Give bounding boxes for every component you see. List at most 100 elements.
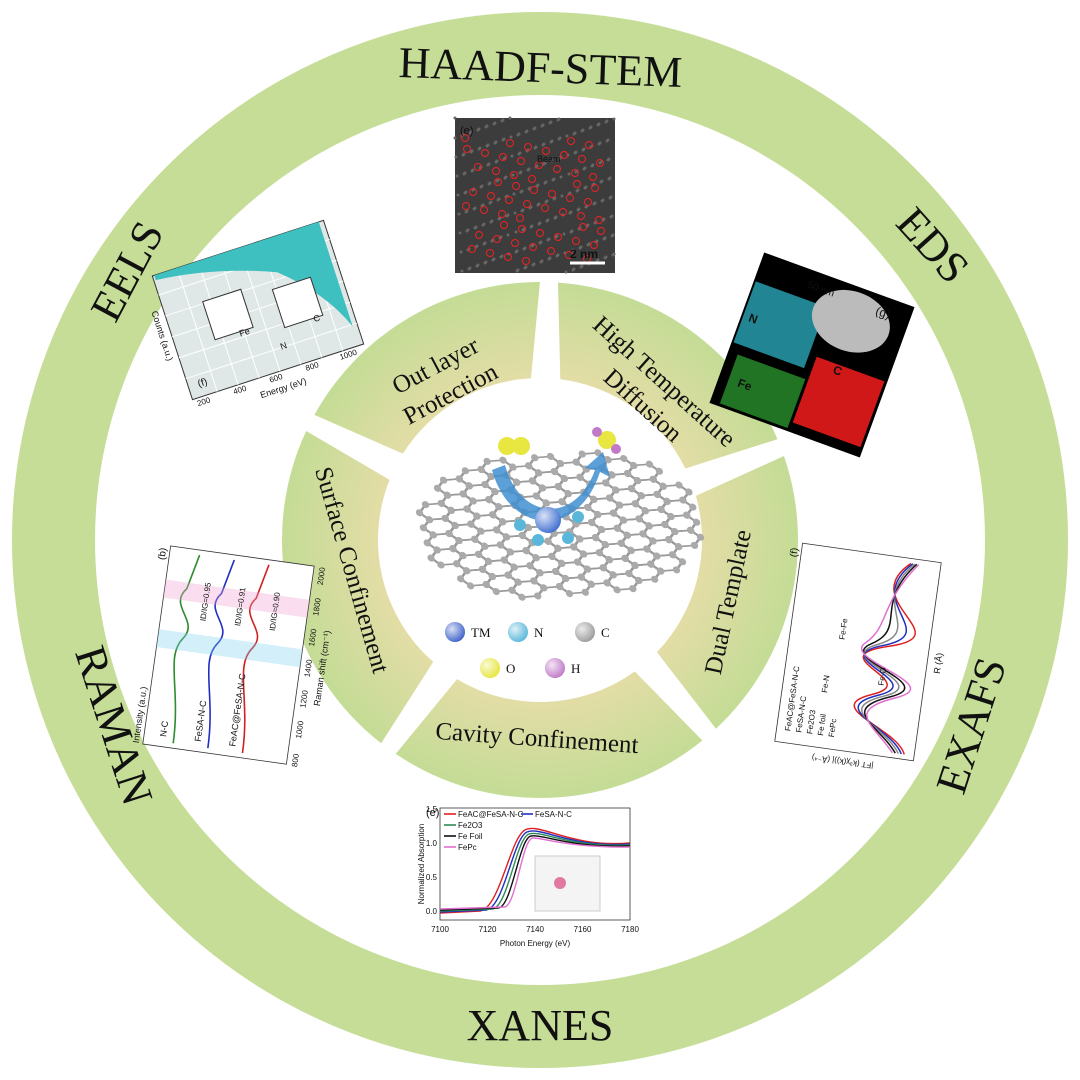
carbon — [678, 558, 687, 566]
xanes-curve — [439, 827, 631, 914]
atom-marker — [536, 229, 544, 237]
carbon — [572, 458, 580, 466]
noise — [465, 229, 469, 233]
legend-shine — [508, 622, 528, 642]
carbon — [518, 593, 526, 601]
segment — [314, 282, 540, 454]
noise — [464, 210, 468, 214]
noise — [457, 212, 461, 216]
carbon — [453, 560, 461, 568]
noise — [580, 129, 584, 133]
atom-marker — [559, 208, 567, 216]
noise — [600, 199, 604, 203]
noise — [607, 177, 611, 181]
carbon — [594, 510, 602, 518]
noise — [475, 264, 479, 268]
x-tick: 1400 — [303, 658, 314, 677]
noise — [531, 263, 535, 267]
carbon — [538, 484, 547, 492]
noise — [596, 123, 600, 127]
carbon — [683, 511, 691, 519]
x-tick: 7140 — [526, 925, 544, 934]
atom-marker — [571, 169, 579, 177]
carbon — [474, 550, 483, 558]
x-tick: 1000 — [294, 720, 305, 739]
carbon — [498, 518, 507, 526]
carbon — [558, 559, 566, 567]
noise — [497, 217, 501, 221]
carbon — [492, 587, 500, 596]
carbon — [425, 516, 434, 524]
noise — [553, 216, 557, 220]
noise — [571, 268, 575, 272]
carbon — [617, 539, 625, 547]
carbon — [536, 569, 544, 577]
noise — [548, 121, 552, 125]
atom-marker — [480, 206, 488, 214]
carbon — [609, 509, 618, 517]
carbon — [576, 535, 584, 543]
atom-marker — [566, 194, 574, 202]
haadf-image — [455, 118, 615, 273]
carbon — [439, 476, 448, 484]
noise — [488, 201, 492, 205]
scale-label: 2 nm — [570, 247, 598, 261]
carbon — [524, 523, 532, 532]
noise — [543, 181, 547, 185]
carbon — [488, 572, 497, 580]
carbon — [573, 558, 582, 566]
y-tick: 0.5 — [426, 873, 438, 882]
carbon — [419, 524, 428, 532]
atom-marker — [517, 157, 525, 165]
xanes-curve — [439, 830, 631, 913]
legend-label: FeAC@FeSA-N-C — [458, 810, 524, 819]
carbon — [560, 474, 568, 483]
carbon — [467, 520, 475, 528]
carbon — [649, 537, 657, 545]
exafs-curve — [861, 563, 916, 754]
carbon — [514, 578, 522, 586]
noise — [565, 134, 569, 138]
segment — [656, 456, 798, 729]
carbon — [609, 571, 617, 579]
noise — [514, 250, 518, 254]
carbon — [469, 497, 477, 505]
xanes-curve — [439, 837, 631, 910]
noise — [578, 246, 582, 250]
legend-label: FeSA-N-C — [535, 810, 572, 819]
carbon — [421, 501, 430, 509]
carbon — [653, 490, 661, 498]
tm-shine — [535, 507, 561, 533]
carbon — [635, 515, 643, 523]
carbon — [597, 525, 606, 534]
carbon — [631, 561, 639, 569]
noise — [456, 193, 460, 197]
noise — [503, 176, 507, 180]
carbon — [534, 469, 543, 477]
carbon — [518, 532, 526, 540]
noise — [547, 257, 551, 261]
noise — [530, 244, 534, 248]
noise — [513, 211, 517, 215]
carbon — [544, 537, 552, 545]
y-label: Normalized Absorption — [417, 824, 426, 904]
noise — [487, 182, 491, 186]
segments — [281, 282, 798, 798]
carbon — [587, 580, 595, 588]
legend-shine — [575, 622, 595, 642]
carbon — [534, 592, 542, 600]
noise — [523, 266, 527, 270]
noise — [453, 116, 457, 120]
noise — [586, 243, 590, 247]
atom-marker — [567, 137, 575, 145]
carbon — [496, 541, 505, 549]
carbon — [564, 490, 572, 498]
noise — [510, 154, 514, 158]
noise — [492, 122, 496, 126]
carbon — [550, 468, 559, 476]
carbon — [588, 518, 596, 527]
carbon — [657, 505, 665, 514]
carbon — [433, 546, 441, 554]
